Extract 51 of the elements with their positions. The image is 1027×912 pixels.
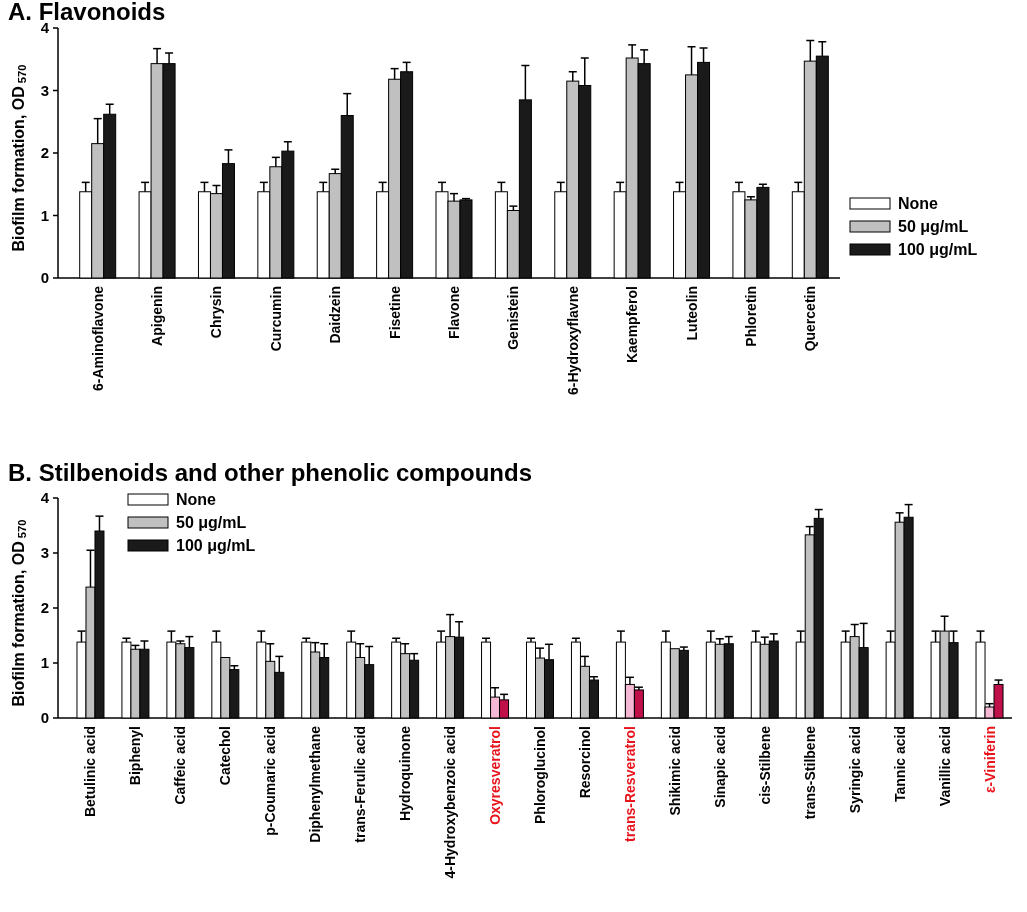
x-tick-label: 4-Hydroxybenzoic acid bbox=[442, 726, 459, 879]
legend-label: 50 μg/mL bbox=[176, 514, 247, 531]
x-tick-label: ε-Viniferin bbox=[981, 726, 998, 794]
x-tick-label: Chrysin bbox=[208, 286, 225, 339]
x-tick-label: Catechol bbox=[217, 726, 234, 786]
x-tick-label: Curcumin bbox=[267, 286, 284, 352]
x-tick-label: Diphenylmethane bbox=[307, 725, 324, 843]
y-tick-label: 1 bbox=[40, 654, 49, 672]
y-tick-label: 4 bbox=[40, 19, 50, 37]
legend-label: None bbox=[176, 491, 217, 508]
x-tick-label: Vanillic acid bbox=[936, 726, 953, 807]
legend-label: None bbox=[898, 195, 939, 212]
x-tick-label: Kaempferol bbox=[624, 286, 641, 364]
x-tick-label: Flavone bbox=[446, 285, 462, 339]
chart-title: B. Stilbenoids and other phenolic compounds bbox=[8, 459, 533, 486]
legend-label: 50 μg/mL bbox=[898, 218, 969, 235]
x-tick-label: Genistein bbox=[505, 286, 522, 350]
x-tick-label: 6-Hydroxyflavne bbox=[564, 285, 581, 395]
x-tick-label: cis-Stilbene bbox=[756, 725, 773, 805]
y-tick-label: 3 bbox=[40, 544, 49, 562]
x-tick-label: Phloroglucinol bbox=[532, 726, 548, 824]
x-tick-label: Luteolin bbox=[683, 286, 700, 341]
x-tick-label: Phloretin bbox=[742, 286, 759, 347]
x-tick-label: Oxyresveratrol bbox=[487, 726, 504, 825]
x-tick-label: Tannic acid bbox=[891, 726, 908, 802]
legend-label: 100 μg/mL bbox=[176, 537, 256, 554]
x-tick-label: Sinapic acid bbox=[711, 726, 728, 808]
y-tick-label: 1 bbox=[40, 206, 49, 224]
x-tick-label: Shikimic acid bbox=[666, 726, 683, 816]
y-tick-label: 0 bbox=[40, 709, 49, 727]
x-tick-label: Biphenyl bbox=[127, 726, 144, 786]
y-tick-label: 3 bbox=[40, 81, 49, 99]
x-tick-label: Apigenin bbox=[149, 286, 166, 346]
legend-label: 100 μg/mL bbox=[898, 241, 978, 258]
x-tick-label: p-Coumaric acid bbox=[262, 726, 279, 836]
x-tick-label: Syringic acid bbox=[846, 726, 863, 814]
y-tick-label: 2 bbox=[40, 599, 49, 617]
x-tick-label: Hydroquinone bbox=[397, 725, 414, 821]
x-tick-label: Resorcinol bbox=[576, 726, 593, 799]
x-tick-label: Quercetin bbox=[802, 286, 819, 352]
x-tick-label: Fisetine bbox=[386, 285, 403, 339]
x-tick-label: Caffeic acid bbox=[172, 726, 189, 805]
y-tick-label: 0 bbox=[40, 269, 49, 287]
x-tick-label: 6-Aminoflavone bbox=[89, 285, 106, 392]
y-tick-label: 4 bbox=[40, 489, 50, 507]
x-tick-label: trans-Ferulic acid bbox=[352, 726, 369, 843]
x-tick-label: Daidzein bbox=[327, 286, 344, 344]
x-tick-label: trans-Stilbene bbox=[801, 725, 818, 820]
x-tick-label: Betulinic acid bbox=[82, 726, 99, 818]
x-tick-label: trans-Resveratrol bbox=[621, 726, 638, 842]
y-tick-label: 2 bbox=[40, 144, 49, 162]
